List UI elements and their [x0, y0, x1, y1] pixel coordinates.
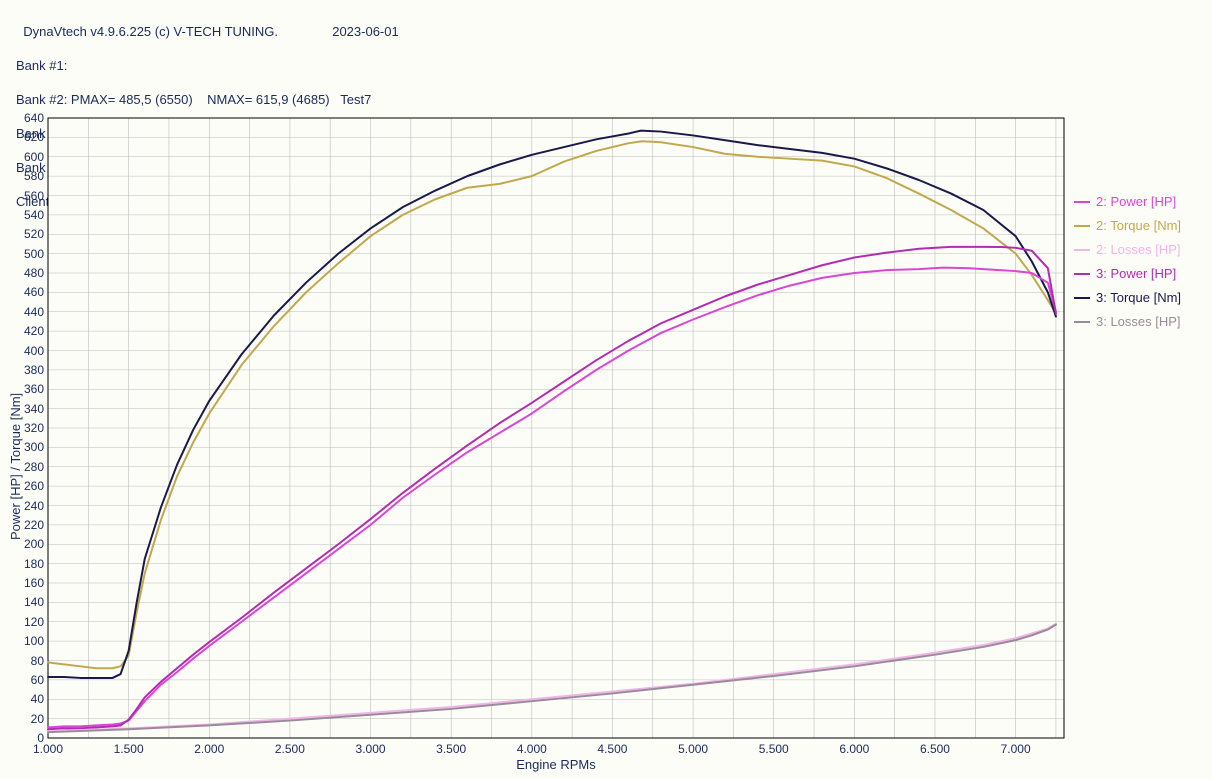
legend-swatch: [1074, 249, 1090, 251]
x-tick: 6.500: [920, 742, 950, 756]
x-tick: 6.000: [839, 742, 869, 756]
legend-item: 3: Torque [Nm]: [1074, 286, 1181, 310]
y-tick: 140: [12, 595, 44, 609]
y-tick: 220: [12, 518, 44, 532]
legend-item: 2: Power [HP]: [1074, 190, 1181, 214]
x-tick: 1.000: [33, 742, 63, 756]
x-tick: 3.500: [436, 742, 466, 756]
legend-item: 3: Losses [HP]: [1074, 310, 1181, 334]
x-tick: 1.500: [114, 742, 144, 756]
legend-label: 2: Losses [HP]: [1096, 238, 1181, 262]
x-tick: 4.500: [597, 742, 627, 756]
x-axis-title: Engine RPMs: [48, 757, 1064, 772]
y-tick: 580: [12, 169, 44, 183]
y-tick: 520: [12, 227, 44, 241]
y-tick: 320: [12, 421, 44, 435]
y-tick: 380: [12, 363, 44, 377]
x-tick: 2.000: [194, 742, 224, 756]
y-tick: 560: [12, 189, 44, 203]
y-tick: 600: [12, 150, 44, 164]
y-tick: 500: [12, 247, 44, 261]
legend-swatch: [1074, 201, 1090, 203]
y-tick: 200: [12, 537, 44, 551]
legend-label: 3: Power [HP]: [1096, 262, 1176, 286]
x-tick: 5.000: [678, 742, 708, 756]
y-tick: 180: [12, 557, 44, 571]
y-tick: 400: [12, 344, 44, 358]
y-tick: 460: [12, 285, 44, 299]
y-tick: 620: [12, 130, 44, 144]
y-tick: 480: [12, 266, 44, 280]
legend-label: 2: Power [HP]: [1096, 190, 1176, 214]
legend-swatch: [1074, 321, 1090, 323]
x-tick: 5.500: [759, 742, 789, 756]
y-tick: 300: [12, 440, 44, 454]
x-tick: 2.500: [275, 742, 305, 756]
legend-label: 3: Losses [HP]: [1096, 310, 1181, 334]
legend-item: 2: Losses [HP]: [1074, 238, 1181, 262]
dyno-chart: [0, 0, 1212, 779]
y-tick: 280: [12, 460, 44, 474]
y-tick: 40: [12, 692, 44, 706]
y-tick: 160: [12, 576, 44, 590]
legend-swatch: [1074, 225, 1090, 227]
x-tick: 4.000: [517, 742, 547, 756]
x-tick: 3.000: [356, 742, 386, 756]
legend-label: 3: Torque [Nm]: [1096, 286, 1181, 310]
x-tick: 7.000: [1001, 742, 1031, 756]
legend-swatch: [1074, 297, 1090, 299]
y-tick: 100: [12, 634, 44, 648]
y-tick: 20: [12, 712, 44, 726]
legend-item: 2: Torque [Nm]: [1074, 214, 1181, 238]
y-tick: 640: [12, 111, 44, 125]
legend-label: 2: Torque [Nm]: [1096, 214, 1181, 238]
y-tick: 440: [12, 305, 44, 319]
y-tick: 120: [12, 615, 44, 629]
legend-swatch: [1074, 273, 1090, 275]
y-tick: 80: [12, 654, 44, 668]
y-tick: 540: [12, 208, 44, 222]
legend-item: 3: Power [HP]: [1074, 262, 1181, 286]
y-tick: 420: [12, 324, 44, 338]
y-tick: 60: [12, 673, 44, 687]
legend: 2: Power [HP]2: Torque [Nm]2: Losses [HP…: [1074, 190, 1181, 334]
y-tick: 240: [12, 499, 44, 513]
y-tick: 260: [12, 479, 44, 493]
y-tick: 360: [12, 382, 44, 396]
y-tick: 340: [12, 402, 44, 416]
